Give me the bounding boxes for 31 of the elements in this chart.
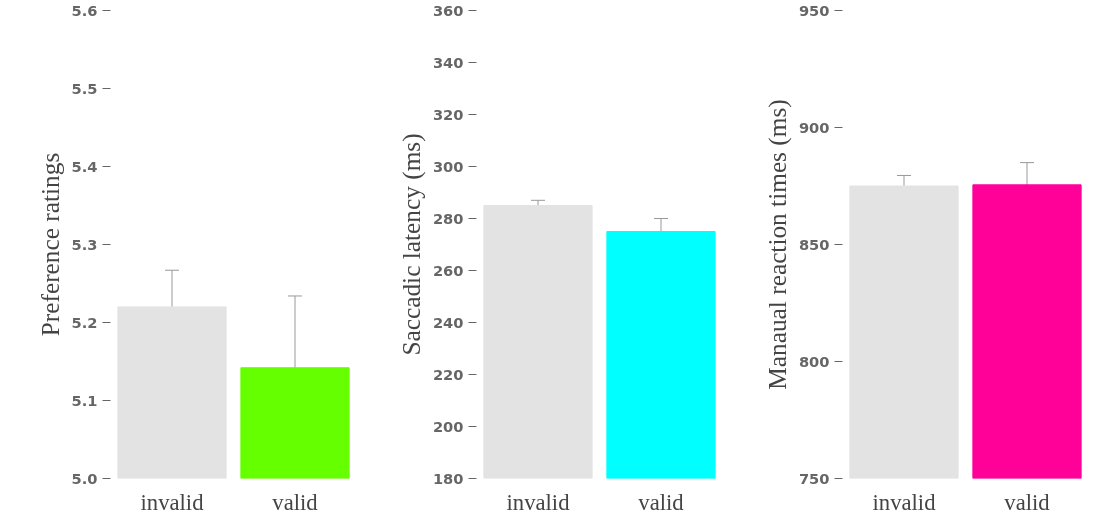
y-axis-title: Preference ratings [35, 152, 64, 337]
y-tick-label: 340 [432, 53, 464, 71]
y-tick-label: 180 [432, 469, 464, 487]
y-tick-label: 5.3 [71, 235, 98, 253]
y-tick-label: 800 [798, 352, 830, 370]
y-axis-title: Manaual reaction times (ms) [762, 99, 792, 390]
y-tick-label: 220 [432, 365, 464, 383]
y-tick-label: 5.1 [71, 391, 98, 409]
x-tick-label: valid [638, 489, 685, 515]
y-axis-title: Saccadic latency (ms) [396, 133, 426, 356]
y-tick-label: 5.0 [71, 469, 98, 487]
x-tick-label: invalid [140, 489, 205, 515]
y-tick-label: 300 [432, 157, 464, 175]
y-tick-label: 950 [798, 1, 830, 19]
x-tick-label: valid [272, 489, 319, 515]
y-tick-label: 5.4 [71, 157, 98, 175]
y-tick-label: 900 [798, 118, 830, 136]
y-tick-label: 5.6 [71, 1, 98, 19]
x-tick-label: invalid [872, 489, 937, 515]
y-tick-label: 280 [432, 209, 464, 227]
y-tick-label: 240 [432, 313, 464, 331]
y-tick-label: 5.5 [71, 79, 98, 97]
y-tick-label: 200 [432, 417, 464, 435]
y-tick-label: 320 [432, 105, 464, 123]
y-tick-label: 5.2 [71, 313, 98, 331]
y-tick-label: 750 [798, 469, 830, 487]
y-tick-label: 850 [798, 235, 830, 253]
y-tick-label: 360 [432, 1, 464, 19]
x-tick-label: invalid [506, 489, 571, 515]
y-tick-label: 260 [432, 261, 464, 279]
x-tick-label: valid [1004, 489, 1051, 515]
